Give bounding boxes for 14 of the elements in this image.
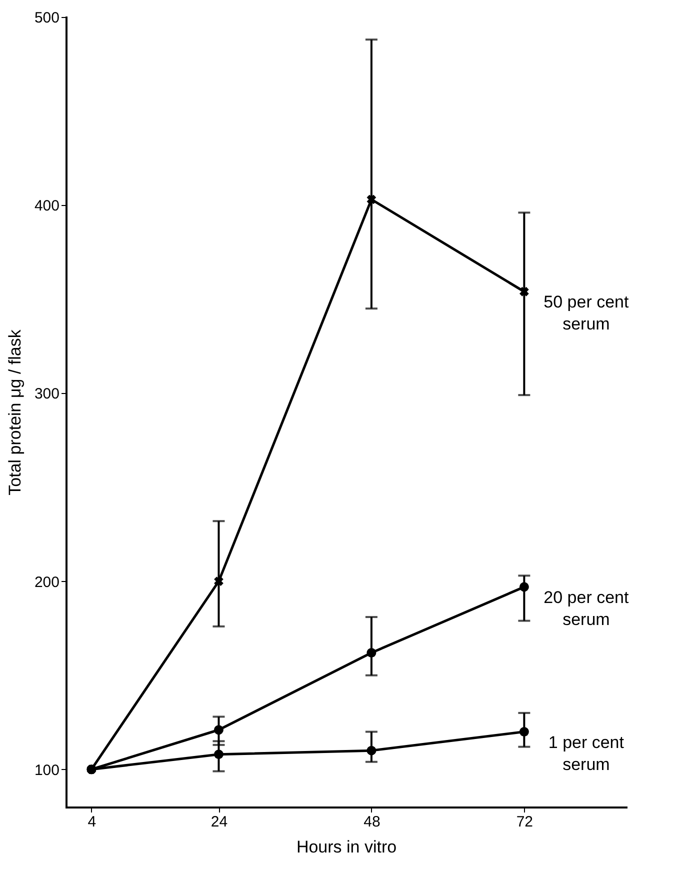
y-tick-label: 300 [34,386,60,403]
y-tick-label: 100 [34,762,60,779]
x-tick-label: 24 [210,814,228,830]
y-tick-label: 400 [34,198,60,215]
x-tick-label: 4 [88,814,96,830]
x-tick-label: 72 [516,814,534,830]
series-label: 50 per cent serum [544,292,629,334]
y-axis-title: Total protein μg / flask [5,329,24,496]
x-tick-label: 48 [364,814,380,830]
x-axis-title: Hours in vitro [296,838,397,856]
series-label: 20 per cent serum [544,588,629,629]
series-label: 1 per cent serum [548,732,624,774]
y-tick-label: 200 [34,574,60,591]
y-tick-label: 500 [34,10,60,26]
